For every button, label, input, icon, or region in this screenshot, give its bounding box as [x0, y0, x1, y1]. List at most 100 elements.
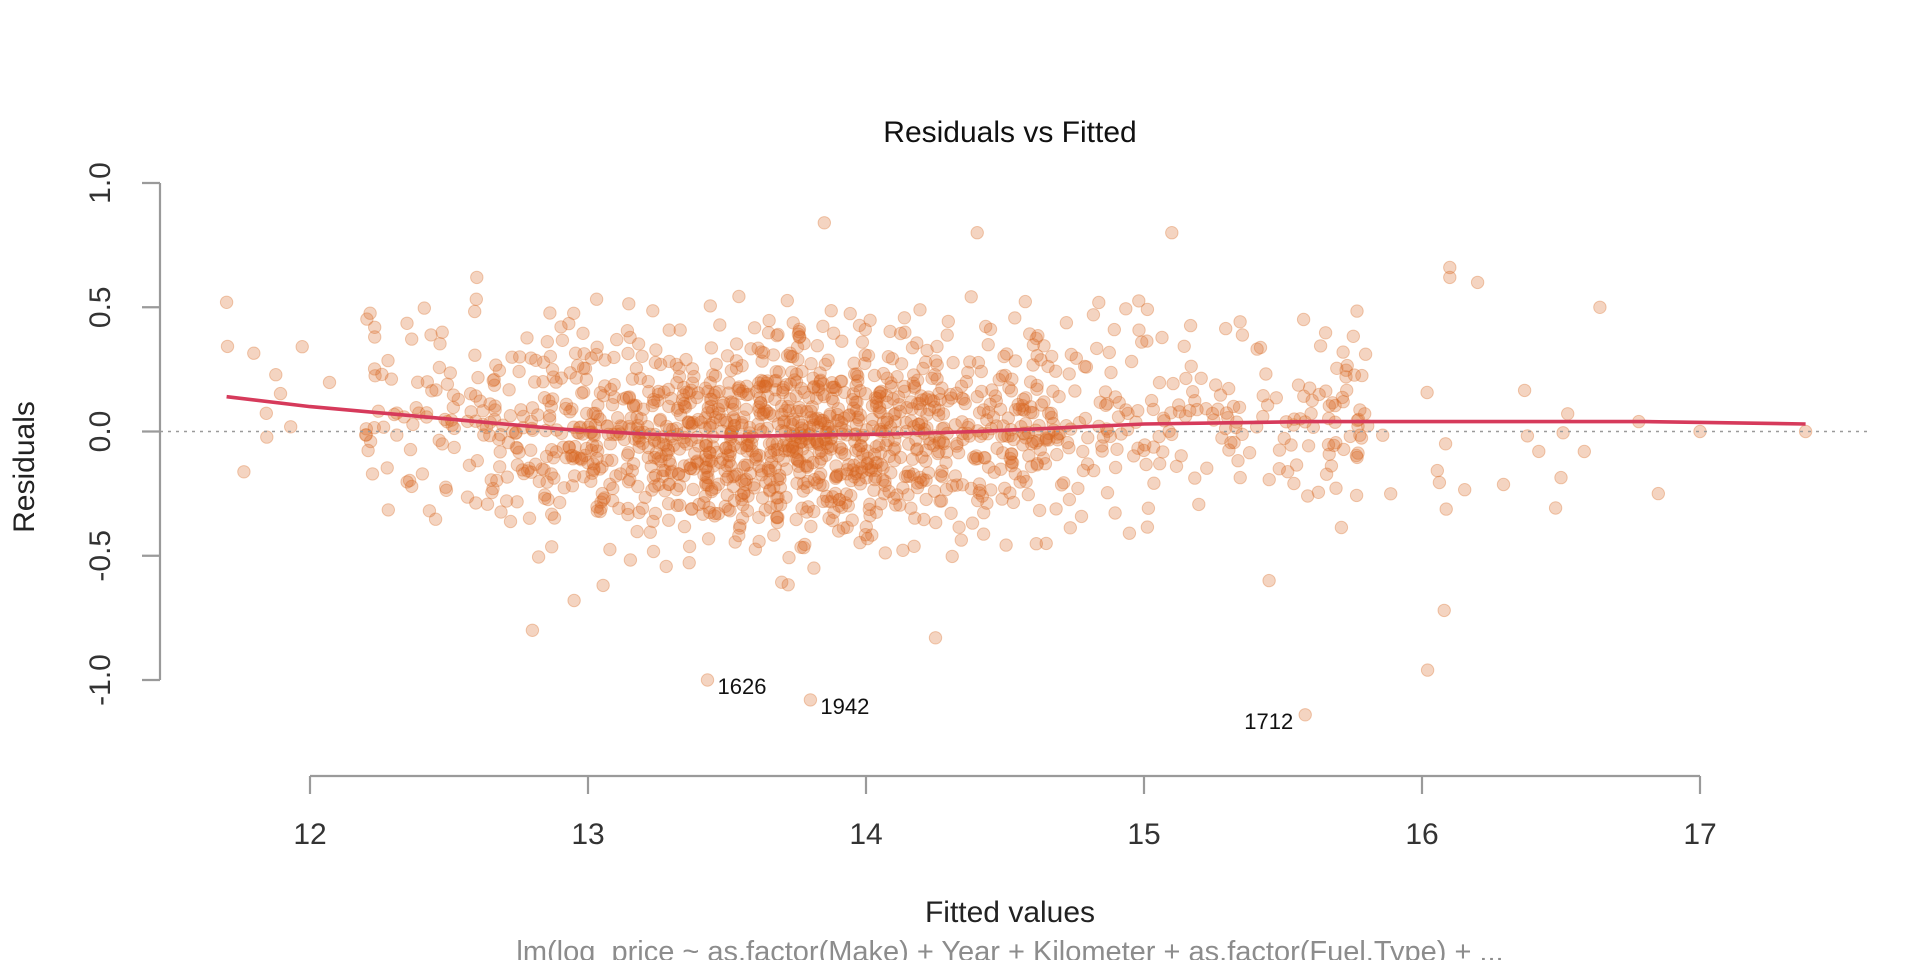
data-point	[571, 358, 585, 373]
data-point	[864, 464, 878, 478]
data-point	[1358, 347, 1373, 361]
data-point	[1008, 311, 1022, 325]
data-point	[1090, 341, 1104, 356]
data-point	[719, 441, 733, 455]
data-point	[435, 325, 449, 339]
data-point	[756, 374, 770, 389]
data-point	[384, 372, 399, 386]
data-point	[814, 452, 828, 466]
data-point	[543, 306, 557, 320]
data-point	[773, 472, 787, 486]
data-point	[798, 459, 813, 473]
data-point	[914, 475, 928, 489]
data-point	[542, 394, 556, 408]
data-point	[777, 414, 792, 428]
data-point	[973, 483, 987, 498]
data-point	[735, 359, 749, 373]
data-point	[1096, 430, 1111, 444]
data-point	[932, 386, 946, 401]
data-point	[904, 395, 918, 409]
data-point	[952, 520, 966, 534]
data-point	[660, 419, 674, 434]
data-point	[1432, 475, 1447, 490]
data-point	[698, 461, 713, 475]
data-point	[959, 374, 974, 389]
data-point	[950, 478, 964, 492]
data-point	[939, 455, 953, 470]
data-point	[812, 437, 827, 452]
data-point	[919, 454, 933, 468]
data-point	[620, 462, 634, 476]
data-point	[1322, 447, 1336, 461]
data-point	[864, 461, 879, 475]
data-point	[671, 467, 686, 481]
data-point	[1339, 363, 1353, 377]
data-point	[886, 392, 900, 406]
data-point	[986, 410, 1001, 424]
data-point	[679, 437, 694, 451]
data-point	[524, 465, 538, 479]
data-point	[565, 402, 579, 416]
data-point	[972, 486, 986, 500]
data-point	[754, 345, 768, 359]
data-point	[759, 475, 773, 490]
data-point	[621, 507, 635, 522]
data-point	[661, 443, 675, 457]
data-point	[676, 388, 691, 402]
data-point	[1044, 406, 1058, 420]
data-point	[979, 319, 993, 334]
data-point	[1034, 398, 1049, 412]
data-point	[643, 525, 657, 539]
data-point	[740, 444, 754, 458]
data-point	[406, 417, 420, 432]
data-point	[1041, 359, 1055, 374]
data-point	[781, 578, 795, 592]
data-point	[1004, 384, 1019, 398]
data-point	[295, 340, 309, 354]
data-point	[1554, 470, 1568, 485]
data-point	[673, 479, 687, 493]
data-point	[1030, 382, 1044, 396]
data-point	[673, 323, 687, 337]
data-point	[904, 414, 918, 428]
data-point	[691, 457, 705, 471]
data-point	[1037, 339, 1051, 353]
data-point	[611, 411, 625, 425]
data-point	[1269, 391, 1284, 405]
data-point	[828, 380, 842, 395]
data-point	[690, 454, 704, 468]
data-point	[718, 464, 732, 478]
data-point	[907, 539, 921, 553]
data-point	[779, 462, 793, 476]
data-point	[1319, 384, 1333, 398]
data-point	[816, 377, 830, 391]
data-point	[591, 444, 605, 458]
data-point	[503, 409, 518, 423]
data-point	[720, 415, 734, 429]
data-point	[603, 437, 617, 451]
data-point	[728, 469, 742, 483]
data-point	[661, 444, 676, 458]
data-point	[1211, 402, 1225, 416]
data-point	[662, 477, 677, 491]
data-point	[983, 322, 998, 336]
data-point	[439, 480, 453, 494]
data-point	[823, 407, 837, 421]
data-point	[486, 481, 500, 496]
data-point	[1087, 463, 1101, 478]
data-point	[1013, 475, 1027, 489]
data-point	[1103, 429, 1118, 444]
data-point	[985, 383, 999, 397]
data-point	[906, 467, 921, 482]
data-point	[586, 457, 600, 471]
data-point	[729, 354, 744, 368]
data-point	[635, 501, 650, 515]
data-point	[1146, 440, 1161, 454]
data-point	[701, 532, 716, 546]
data-point	[831, 402, 845, 416]
data-point	[909, 433, 923, 447]
data-point	[1086, 308, 1101, 322]
data-point	[776, 453, 790, 467]
data-point	[646, 392, 661, 407]
data-point	[791, 454, 805, 468]
